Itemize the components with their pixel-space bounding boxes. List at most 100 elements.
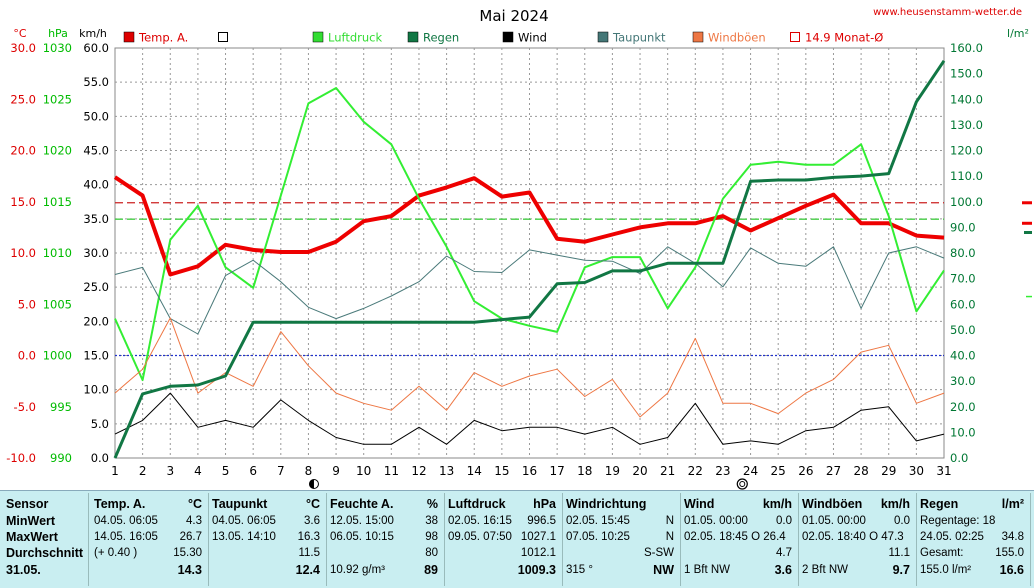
stats-cell: 1 Bft NW 3.6 — [684, 563, 792, 578]
axis-unit-rain: l/m² — [1007, 27, 1029, 40]
legend-swatch — [790, 32, 800, 42]
axis-unit-temp: °C — [13, 27, 27, 40]
y-tick-label-pressure: 1005 — [43, 297, 72, 311]
stats-cell: Wind km/h — [684, 497, 792, 512]
y-tick-label-wind: 50.0 — [83, 109, 109, 123]
stats-cell-text: Windrichtung — [566, 497, 647, 511]
legend-label: Regen — [423, 31, 459, 45]
stats-cell-text: Regen — [920, 497, 959, 511]
stats-cell: Luftdruck hPa — [448, 497, 556, 512]
series-line — [114, 87, 945, 382]
x-tick-label: 13 — [439, 464, 454, 478]
y-tick-label-rain: 100.0 — [950, 195, 983, 209]
y-tick-label-wind: 10.0 — [83, 383, 109, 397]
stats-cell-value: 1027.1 — [520, 531, 556, 543]
stats-cell-value: 155.0 — [995, 547, 1024, 559]
stats-cell-value: km/h — [762, 497, 792, 511]
y-tick-label-rain: 120.0 — [950, 144, 983, 158]
x-tick-label: 15 — [494, 464, 509, 478]
x-tick-label: 10 — [356, 464, 371, 478]
legend-swatch — [502, 31, 514, 43]
x-tick-label: 18 — [577, 464, 592, 478]
stats-cell-value: 1012.1 — [520, 547, 556, 559]
stats-cell-value: °C — [305, 497, 320, 511]
stats-cell-value: 0.0 — [776, 515, 792, 527]
stats-cell: 1009.3 — [448, 563, 556, 578]
y-tick-label-rain: 110.0 — [950, 169, 983, 183]
y-tick-label-wind: 30.0 — [83, 246, 109, 260]
stats-cell-value: °C — [187, 497, 202, 511]
stats-cell-text: 06.05. 10:15 — [330, 531, 394, 543]
stats-column: Temp. A. °C 04.05. 06:05 4.3 14.05. 16:05 26.… — [90, 493, 209, 586]
stats-cell-value: l/m² — [1001, 497, 1024, 511]
chart-grid — [115, 48, 944, 458]
stats-cell: 80 — [330, 546, 438, 561]
stats-cell-text: 10.92 g/m³ — [330, 564, 385, 576]
y-tick-label-rain: 150.0 — [950, 67, 983, 81]
y-tick-label-temp: 25.0 — [10, 92, 36, 106]
stats-cell-value: 0.0 — [894, 515, 910, 527]
y-tick-label-rain: 130.0 — [950, 118, 983, 132]
x-tick-label: 30 — [909, 464, 924, 478]
y-tick-label-temp: 30.0 — [10, 41, 36, 55]
row-label-avg: Durchschnitt — [6, 546, 84, 560]
stats-cell-value: 1009.3 — [517, 563, 556, 577]
x-tick-label: 4 — [194, 464, 202, 478]
stats-cell-text: 09.05. 07:50 — [448, 531, 512, 543]
stats-table: Sensor MinWert MaxWert Durchschnitt 31.0… — [0, 490, 1034, 588]
stats-cell: 12.4 — [212, 563, 320, 578]
stats-cell: 155.0 l/m² 16.6 — [920, 563, 1024, 578]
y-tick-label-wind: 35.0 — [83, 212, 109, 226]
x-tick-label: 17 — [549, 464, 564, 478]
stats-cell-value: 11.5 — [298, 547, 320, 559]
stats-cell: 02.05. 18:45 O 26.4 — [684, 530, 792, 545]
x-tick-label: 31 — [936, 464, 951, 478]
y-tick-label-wind: 60.0 — [83, 41, 109, 55]
stats-cell-value: 98 — [425, 531, 438, 543]
stats-cell-text: 01.05. 00:00 — [684, 515, 748, 527]
y-tick-label-pressure: 995 — [50, 400, 72, 414]
legend-swatch — [312, 31, 324, 43]
stats-cell: Windböen km/h — [802, 497, 910, 512]
y-tick-label-wind: 20.0 — [83, 314, 109, 328]
stats-cell: 11.5 — [212, 546, 320, 561]
stats-cell-text: 02.05. 18:45 O 26.4 — [684, 531, 786, 543]
y-tick-label-wind: 25.0 — [83, 280, 109, 294]
stats-cell-value: km/h — [880, 497, 910, 511]
y-tick-label-rain: 160.0 — [950, 41, 983, 55]
series-line — [114, 246, 945, 335]
stats-cell-value: 38 — [425, 515, 438, 527]
y-tick-label-rain: 140.0 — [950, 92, 983, 106]
stats-cell-text: 02.05. 15:45 — [566, 515, 630, 527]
stats-cell: Temp. A. °C — [94, 497, 202, 512]
stats-cell-text: Luftdruck — [448, 497, 506, 511]
stats-cell: Feuchte A.% — [330, 497, 438, 512]
stats-cell-value: 4.3 — [186, 515, 202, 527]
stats-cell-value: 16.6 — [999, 563, 1024, 577]
stats-cell-value: 89 — [424, 563, 438, 577]
stats-column: Regen l/m² Regentage: 18 24.05. 02:25 34.8 Ge… — [916, 493, 1031, 586]
legend-label: Wind — [518, 31, 547, 45]
x-tick-label: 21 — [660, 464, 675, 478]
stats-cell-text: 07.05. 10:25 — [566, 531, 630, 543]
x-tick-label: 16 — [522, 464, 537, 478]
x-tick-label: 28 — [853, 464, 868, 478]
stats-cell: 02.05. 16:15 996.5 — [448, 514, 556, 529]
stats-cell: 07.05. 10:25 N — [566, 530, 674, 545]
stats-cell: Regentage: 18 — [920, 514, 1024, 529]
y-tick-label-rain: 0.0 — [950, 451, 968, 465]
legend-label: Taupunkt — [612, 31, 666, 45]
stats-column: Feuchte A.% 12.05. 15:00 38 06.05. 10:15 98 8… — [326, 493, 445, 586]
stats-cell: Windrichtung — [566, 497, 674, 512]
stats-cell-text: Temp. A. — [94, 497, 146, 511]
series-line — [114, 317, 945, 418]
stats-cell-value: hPa — [533, 497, 556, 511]
source-link[interactable]: www.heusenstamm-wetter.de — [873, 7, 1022, 18]
stats-cell-value: N — [665, 515, 674, 527]
stats-cell: 11.1 — [802, 546, 910, 561]
y-tick-label-pressure: 1025 — [43, 92, 72, 106]
y-tick-label-pressure: 1020 — [43, 144, 72, 158]
stats-cell: 14.3 — [94, 563, 202, 578]
x-tick-label: 20 — [632, 464, 647, 478]
stats-cell-value: 34.8 — [1001, 531, 1024, 543]
